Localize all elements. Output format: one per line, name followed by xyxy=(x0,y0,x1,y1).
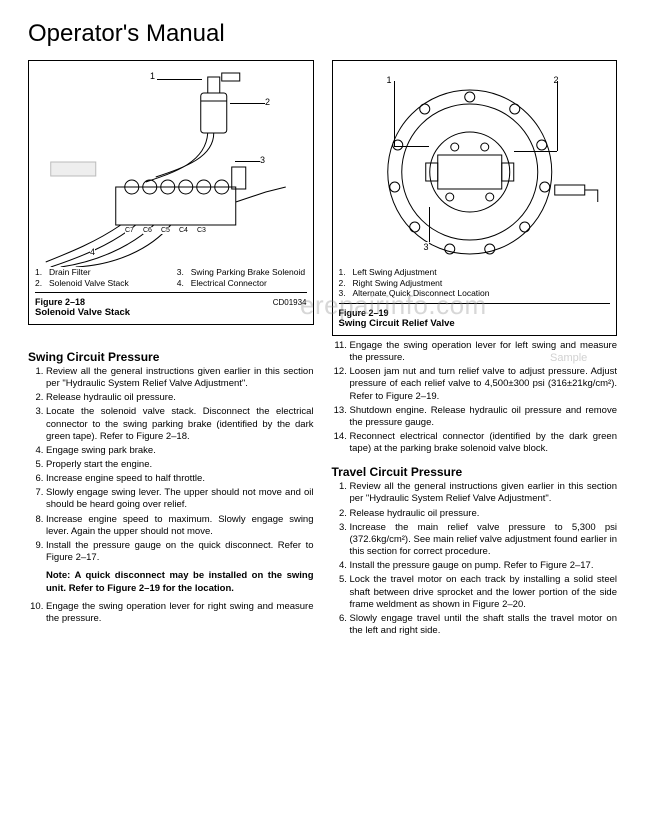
list-item: Increase the main relief valve pressure … xyxy=(350,522,618,558)
heading-swing-circuit: Swing Circuit Pressure xyxy=(28,350,314,364)
list-item: Engage the swing operation lever for rig… xyxy=(46,601,314,625)
figure-2-18-box: 1 2 3 4 C7 C6 C5 C4 C3 1. Drain Filter 2.… xyxy=(28,60,314,325)
figure-2-18-image: 1 2 3 4 C7 C6 C5 C4 C3 xyxy=(35,67,307,267)
list-item: Release hydraulic oil pressure. xyxy=(350,508,618,520)
callout-1: 1 xyxy=(150,71,155,81)
figure-title: Solenoid Valve Stack xyxy=(35,307,307,318)
port-label: C5 xyxy=(161,227,170,234)
list-item: Increase engine speed to maximum. Slowly… xyxy=(46,514,314,538)
list-item: Install the pressure gauge on pump. Refe… xyxy=(350,560,618,572)
list-item: Engage swing park brake. xyxy=(46,445,314,457)
list-item: Properly start the engine. xyxy=(46,459,314,471)
callout-3: 3 xyxy=(424,242,429,252)
legend-text: Drain Filter xyxy=(49,267,91,278)
callout-4: 4 xyxy=(90,247,95,257)
legend-text: Alternate Quick Disconnect Location xyxy=(353,288,490,299)
list-item: Release hydraulic oil pressure. xyxy=(46,392,314,404)
port-label: C4 xyxy=(179,227,188,234)
figure-number: Figure 2–19 xyxy=(339,308,389,318)
heading-travel-circuit: Travel Circuit Pressure xyxy=(332,465,618,479)
port-label: C7 xyxy=(125,227,134,234)
list-item: Shutdown engine. Release hydraulic oil p… xyxy=(350,405,618,429)
swing-list-c: Engage the swing operation lever for lef… xyxy=(332,340,618,455)
legend-text: Left Swing Adjustment xyxy=(353,267,437,278)
legend-num: 3. xyxy=(339,288,349,299)
legend-text: Solenoid Valve Stack xyxy=(49,278,129,289)
swing-list-b: Engage the swing operation lever for rig… xyxy=(28,601,314,625)
figure-code: CD01934 xyxy=(273,298,307,307)
figure-number: Figure 2–18 xyxy=(35,297,85,307)
port-label: C6 xyxy=(143,227,152,234)
legend-num: 2. xyxy=(339,278,349,289)
swing-list-a: Review all the general instructions give… xyxy=(28,366,314,564)
list-item: Slowly engage swing lever. The upper sho… xyxy=(46,487,314,511)
list-item: Review all the general instructions give… xyxy=(46,366,314,390)
legend-num: 3. xyxy=(177,267,187,278)
figure-2-19-image: 1 2 3 xyxy=(339,67,611,267)
list-item: Reconnect electrical connector (identifi… xyxy=(350,431,618,455)
list-item: Lock the travel motor on each track by i… xyxy=(350,574,618,610)
figure-2-19-box: 1 2 3 1. Left Swing Adjustment 2. Right Sw… xyxy=(332,60,618,336)
legend-text: Swing Parking Brake Solenoid xyxy=(191,267,305,278)
figure-2-18-legend: 1. Drain Filter 2. Solenoid Valve Stack 3.… xyxy=(35,267,307,288)
legend-num: 2. xyxy=(35,278,45,289)
legend-num: 1. xyxy=(339,267,349,278)
list-item: Engage the swing operation lever for lef… xyxy=(350,340,618,364)
list-item: Slowly engage travel until the shaft sta… xyxy=(350,613,618,637)
legend-text: Right Swing Adjustment xyxy=(353,278,443,289)
body-columns: Swing Circuit Pressure Review all the ge… xyxy=(28,340,617,639)
list-item: Install the pressure gauge on the quick … xyxy=(46,540,314,564)
figure-2-19-legend: 1. Left Swing Adjustment 2. Right Swing Ad… xyxy=(339,267,611,299)
figure-row: 1 2 3 4 C7 C6 C5 C4 C3 1. Drain Filter 2.… xyxy=(28,60,617,340)
callout-2: 2 xyxy=(265,97,270,107)
list-item: Increase engine speed to half throttle. xyxy=(46,473,314,485)
port-label: C3 xyxy=(197,227,206,234)
legend-num: 4. xyxy=(177,278,187,289)
note-quick-disconnect: Note: A quick disconnect may be installe… xyxy=(46,570,314,595)
list-item: Loosen jam nut and turn relief valve to … xyxy=(350,366,618,402)
callout-3: 3 xyxy=(260,155,265,165)
legend-text: Electrical Connector xyxy=(191,278,267,289)
callout-1: 1 xyxy=(387,75,392,85)
legend-num: 1. xyxy=(35,267,45,278)
list-item: Review all the general instructions give… xyxy=(350,481,618,505)
travel-list: Review all the general instructions give… xyxy=(332,481,618,637)
list-item: Locate the solenoid valve stack. Disconn… xyxy=(46,406,314,442)
page-title: Operator's Manual xyxy=(28,20,617,48)
figure-title: Swing Circuit Relief Valve xyxy=(339,318,611,329)
